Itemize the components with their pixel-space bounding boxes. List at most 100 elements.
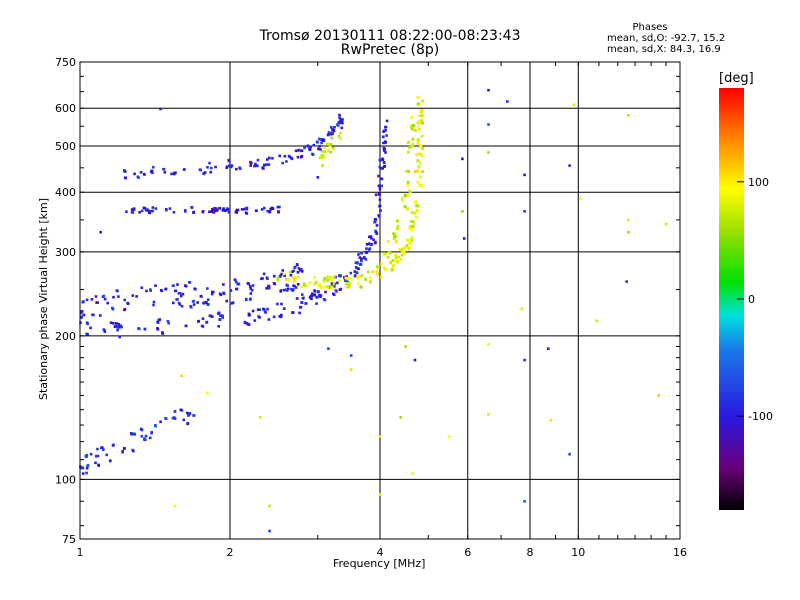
data-point (394, 235, 397, 238)
data-point (96, 454, 100, 458)
data-point (206, 298, 210, 301)
data-point (365, 251, 368, 254)
data-point (506, 100, 509, 103)
data-point (202, 172, 205, 176)
data-point (282, 272, 286, 276)
data-point (159, 107, 162, 111)
data-point (339, 119, 342, 123)
data-point (404, 169, 408, 173)
data-point (382, 141, 385, 145)
data-point (129, 432, 133, 435)
data-point (96, 447, 99, 451)
data-point (162, 167, 166, 171)
data-point (228, 164, 231, 167)
data-point (196, 301, 199, 304)
data-point (383, 129, 386, 133)
data-point (206, 391, 209, 395)
data-point (297, 267, 301, 270)
data-point (413, 358, 417, 362)
data-point (215, 207, 218, 210)
data-point (152, 303, 155, 307)
data-point (365, 247, 368, 250)
data-point (320, 141, 323, 145)
data-point (375, 232, 379, 235)
data-point (171, 416, 175, 420)
data-point (173, 410, 177, 413)
data-point (112, 295, 115, 299)
data-point (385, 134, 388, 137)
data-point (398, 247, 401, 251)
data-point (369, 236, 373, 240)
data-point (396, 260, 400, 263)
data-point (338, 116, 341, 120)
data-point (156, 328, 160, 331)
data-point (173, 504, 177, 508)
data-point (319, 138, 322, 141)
data-point (117, 295, 120, 298)
data-point (406, 141, 410, 144)
data-point (235, 287, 238, 291)
data-point (225, 165, 229, 168)
data-point (242, 207, 246, 211)
data-point (199, 168, 202, 172)
data-point (285, 283, 288, 287)
data-point (368, 276, 372, 280)
data-point (339, 137, 342, 141)
data-point (174, 289, 177, 293)
data-point (318, 293, 321, 297)
data-point (368, 235, 371, 239)
data-point (410, 143, 414, 147)
data-point (323, 146, 327, 149)
data-point (406, 184, 410, 187)
data-point (100, 446, 103, 450)
data-point (326, 286, 330, 289)
data-point (85, 471, 88, 475)
data-point (572, 103, 576, 107)
data-point (251, 309, 255, 313)
data-point (260, 277, 263, 281)
data-point (123, 176, 127, 179)
colorbar-tick-label: 100 (748, 176, 769, 189)
data-point (404, 345, 407, 348)
data-point (206, 287, 209, 290)
data-point (395, 240, 399, 243)
data-point (399, 416, 402, 419)
data-point (203, 171, 207, 174)
data-point (254, 163, 257, 167)
data-point (97, 464, 101, 467)
y-tick-label: 600 (55, 102, 76, 115)
data-point (157, 318, 161, 322)
x-tick-label: 2 (227, 546, 234, 559)
data-point (627, 114, 630, 117)
data-point (143, 437, 146, 440)
data-point (236, 282, 239, 286)
data-point (383, 161, 386, 165)
data-point (403, 252, 407, 256)
data-point (378, 215, 381, 218)
data-point (408, 246, 411, 250)
data-point (321, 138, 325, 141)
y-tick-label: 100 (55, 473, 76, 486)
data-point (184, 284, 188, 288)
data-point (384, 151, 387, 154)
data-point (188, 281, 192, 284)
data-point (234, 280, 238, 284)
data-point (345, 281, 349, 285)
data-point (353, 270, 357, 273)
data-point (247, 323, 251, 326)
data-point (414, 216, 418, 219)
data-point (374, 193, 378, 197)
data-point (396, 219, 399, 223)
y-tick-label: 750 (55, 56, 76, 69)
data-point (400, 253, 404, 257)
data-point (410, 127, 414, 130)
data-point (375, 224, 379, 227)
data-point (197, 320, 200, 323)
data-point (194, 287, 197, 291)
data-point (419, 145, 422, 149)
data-point (331, 135, 334, 138)
data-point (166, 319, 170, 323)
data-point (266, 158, 269, 161)
data-point (149, 289, 152, 292)
data-point (257, 315, 260, 318)
